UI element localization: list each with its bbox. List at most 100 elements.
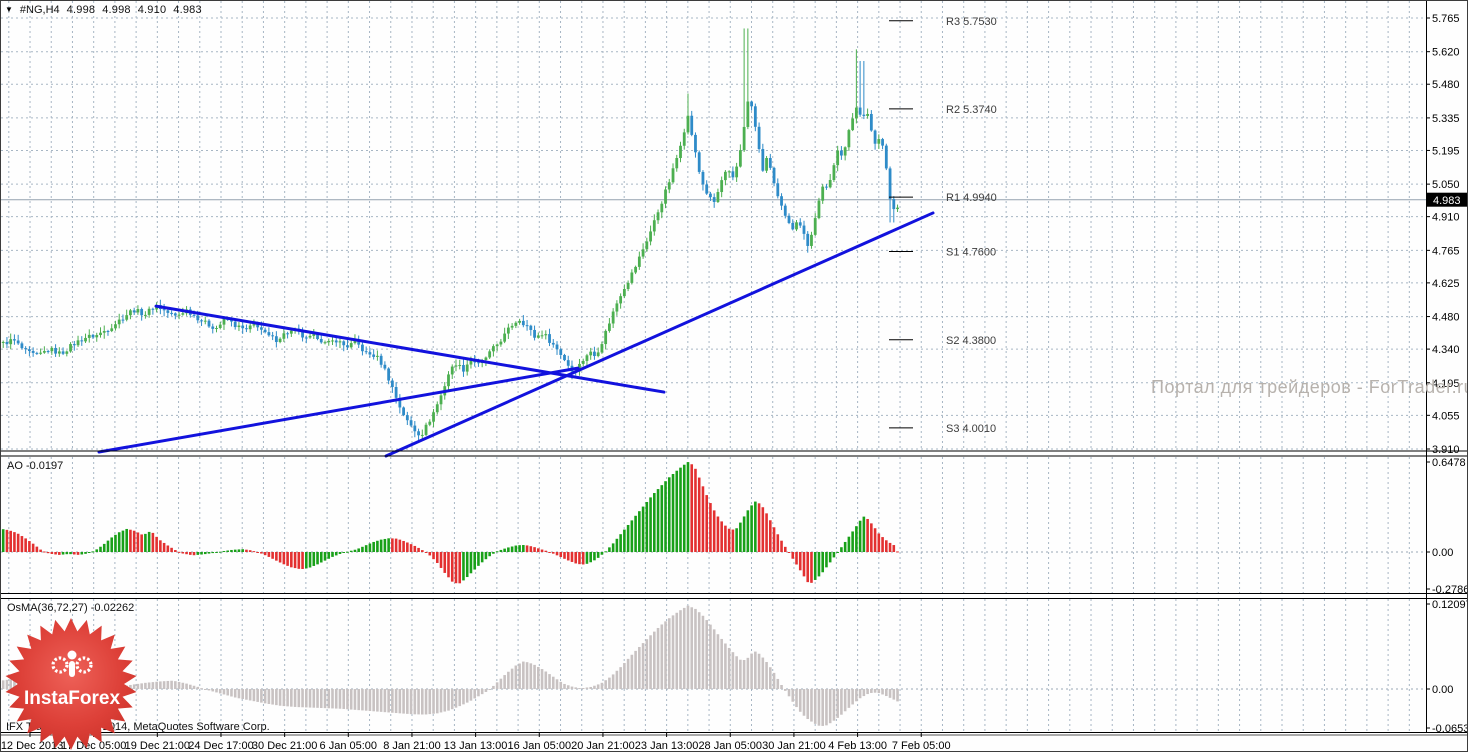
candle-body [170,312,173,314]
candle-body [102,331,106,333]
ao-bar [888,542,892,552]
candle-body [477,362,480,364]
ao-bar [394,538,398,552]
candle-body [892,199,896,210]
osma-bar [256,689,259,702]
axis-label: 20 Jan 21:00 [571,740,635,752]
osma-bar [465,689,469,703]
candle-body [604,330,608,345]
osma-bar [233,689,237,698]
candle-body [828,179,832,188]
ao-bar [233,549,237,552]
candle-body [757,126,761,150]
candle-body [121,319,125,321]
osma-bar [739,659,742,689]
candle-body [791,222,795,230]
osma-bar [783,689,787,691]
axis-label: 4.195 [1432,378,1460,390]
candle-body [218,324,222,329]
ao-bar [95,549,99,552]
candles-group [1,28,899,441]
osma-bar [600,682,604,689]
candle-body [765,158,768,171]
ao-bar [58,552,61,555]
ao-bar [885,540,888,552]
trendline-ascending-support-long[interactable] [97,366,580,454]
price-axis[interactable]: 5.765 5.620 5.480 5.335 5.195 5.050 4.910 4.765… [1426,13,1468,735]
osma-bar [694,608,697,689]
osma-bar [132,684,136,689]
ao-bar [177,551,181,553]
osma-bar [364,689,368,711]
osma-bar [406,689,409,714]
candle-body [877,139,881,144]
ao-bar [604,551,607,553]
osma-bar [540,669,544,689]
osma-bar [840,689,843,715]
ao-bar [43,551,46,553]
grid-lines [1,1,1426,732]
osma-bar [454,689,458,708]
candle-body [555,344,559,350]
candle-body [428,421,432,425]
osma-bar [140,683,143,689]
candle-body [454,365,458,367]
axis-label: 5.050 [1432,179,1460,191]
ao-bar [503,548,506,552]
candle-body [465,364,469,372]
candle-body [24,348,28,350]
candle-body [615,303,619,312]
collapse-triangle-icon[interactable]: ▼ [5,4,13,14]
candle-body [211,326,215,329]
candle-body [690,115,694,135]
ao-bar [226,550,230,552]
ao-bar [795,552,798,565]
candle-body [746,101,750,127]
osma-bar [342,689,346,709]
ao-bar [589,552,592,563]
candle-body [832,165,836,180]
ao-bar [155,536,158,552]
ao-bar [727,528,731,552]
ao-bar [76,552,80,555]
candle-body [514,322,518,326]
trendline-ascending-support-steep[interactable] [384,211,935,458]
ao-bar [428,552,432,556]
ao-bar [447,552,450,578]
candle-body [20,343,24,349]
axis-label: 23 Jan 13:00 [635,740,699,752]
candle-body [31,350,35,353]
ao-bar [802,552,806,577]
osma-bar [780,685,783,689]
candle-body [649,231,652,242]
osma-bar [424,689,428,715]
osma-bar [207,689,211,691]
candle-body [679,145,682,159]
ao-bar [278,552,282,563]
ao-bar [574,552,578,564]
osma-bar [664,621,667,689]
ao-bar [260,552,263,554]
ao-bar [769,520,772,552]
ao-bar [263,552,267,556]
axis-label: 5.335 [1432,113,1460,125]
ao-bar [439,552,443,568]
osma-bar [215,689,218,693]
osma-bar [761,657,765,689]
osma-bar [421,689,424,715]
ao-bar [855,526,858,552]
panel-frames [1,1,1467,736]
osma-bar [847,689,851,708]
ao-bar [832,552,836,558]
candle-body [664,189,667,204]
osma-bar [447,689,450,711]
candle-body [376,355,379,357]
osma-bar [189,684,192,689]
trendline-descending-resistance[interactable] [154,304,666,394]
osma-bar [376,689,379,712]
osma-bar [293,689,297,707]
trendlines-group[interactable] [97,211,935,458]
candle-body [499,341,503,345]
